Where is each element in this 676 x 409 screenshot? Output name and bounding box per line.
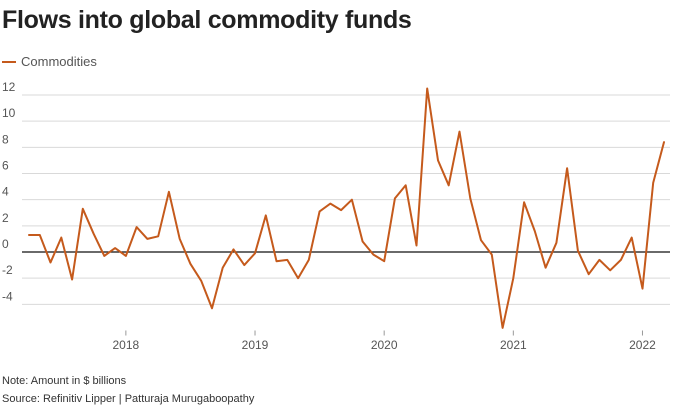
x-tick-label: 2022 [629, 338, 656, 352]
data-point [458, 130, 460, 132]
y-tick-label: 10 [2, 106, 16, 120]
data-point [415, 244, 417, 246]
y-tick-label: 8 [2, 132, 9, 146]
data-point [361, 240, 363, 242]
source-text: Source: Refinitiv Lipper | Patturaja Mur… [2, 393, 255, 405]
data-point [178, 238, 180, 240]
data-point [232, 248, 234, 250]
data-point [297, 277, 299, 279]
data-point [265, 214, 267, 216]
data-point [254, 252, 256, 254]
y-tick-label: -2 [2, 263, 13, 277]
data-point [92, 232, 94, 234]
data-point [243, 264, 245, 266]
x-tick-label: 2018 [113, 338, 140, 352]
data-point [598, 259, 600, 261]
data-point [383, 260, 385, 262]
data-point [189, 263, 191, 265]
data-point [114, 247, 116, 249]
data-point [308, 259, 310, 261]
data-point [318, 210, 320, 212]
data-point [437, 159, 439, 161]
y-tick-label: 12 [2, 80, 16, 94]
data-point [146, 238, 148, 240]
data-point [329, 202, 331, 204]
data-point [448, 184, 450, 186]
data-point [168, 191, 170, 193]
data-point [275, 260, 277, 262]
data-point [641, 287, 643, 289]
data-point [372, 253, 374, 255]
legend: Commodities [2, 54, 97, 69]
data-point [577, 249, 579, 251]
data-point [566, 167, 568, 169]
grid-layer [22, 94, 670, 305]
data-point [534, 230, 536, 232]
data-point [125, 255, 127, 257]
x-tick-label: 2020 [371, 338, 398, 352]
data-point [663, 141, 665, 143]
y-tick-label: 6 [2, 159, 9, 173]
data-point [620, 259, 622, 261]
data-point [480, 239, 482, 241]
data-point [404, 184, 406, 186]
data-point [28, 234, 30, 236]
x-tick-label: 2021 [500, 338, 527, 352]
data-point [523, 201, 525, 203]
data-point [60, 236, 62, 238]
x-axis-ticks: 2018 2019 2020 2021 2022 [113, 330, 656, 352]
data-point [49, 261, 51, 263]
data-point [426, 87, 428, 89]
data-point [652, 181, 654, 183]
y-tick-label: 2 [2, 211, 9, 225]
data-point [587, 273, 589, 275]
data-point [544, 267, 546, 269]
data-point [512, 277, 514, 279]
data-point [82, 208, 84, 210]
data-point [135, 226, 137, 228]
chart-title: Flows into global commodity funds [2, 6, 412, 34]
legend-swatch [2, 60, 16, 63]
data-point [501, 327, 503, 329]
data-point [351, 198, 353, 200]
y-tick-label: -4 [2, 289, 13, 303]
y-tick-label: 0 [2, 237, 9, 251]
data-point [157, 235, 159, 237]
data-point [469, 197, 471, 199]
data-point [71, 278, 73, 280]
data-point [340, 209, 342, 211]
y-tick-label: 4 [2, 185, 9, 199]
data-point [103, 255, 105, 257]
y-axis-ticks: -4 -2 0 2 4 6 8 10 12 [2, 80, 16, 303]
data-point [211, 307, 213, 309]
data-point [39, 234, 41, 236]
series-line-commodities [28, 87, 665, 329]
data-point [491, 253, 493, 255]
data-point [555, 242, 557, 244]
legend-label: Commodities [21, 54, 97, 69]
series-layer [28, 87, 665, 329]
note-text: Note: Amount in $ billions [2, 375, 127, 387]
data-point [200, 280, 202, 282]
data-point [222, 267, 224, 269]
data-point [286, 259, 288, 261]
data-point [394, 197, 396, 199]
data-point [609, 269, 611, 271]
x-tick-label: 2019 [242, 338, 269, 352]
data-point [631, 236, 633, 238]
